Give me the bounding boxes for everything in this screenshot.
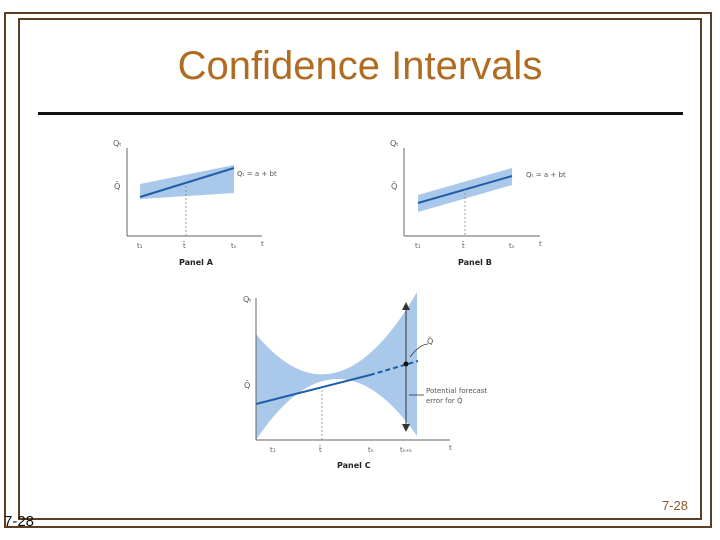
panel-c-confidence-band <box>256 292 417 440</box>
slide-title: Confidence Intervals <box>177 44 543 88</box>
panel-c-qhat-label: Q̂ <box>427 336 433 346</box>
panel-a-y-mean-label: Q̄ <box>114 181 120 191</box>
panel-b-tick-t: t <box>539 240 542 248</box>
panel-c-tick-t1: t₁ <box>270 446 276 454</box>
panel-c-error-arrow-down <box>402 424 410 432</box>
panel-a: Qₜ Q̄ Qₜ = a + bt t₁ t̄ tₙ t Panel A <box>113 139 277 267</box>
panel-c-forecast-line <box>369 360 419 376</box>
panel-c-qhat-pointer <box>409 343 429 358</box>
panel-c: Qₜ Q̄ Q̂ Potential forecast error for Q̂… <box>243 292 487 470</box>
panel-b-y-axis-label: Qₜ <box>390 139 399 148</box>
panel-a-tick-t1: t₁ <box>137 242 143 250</box>
panel-c-tick-tn: tₙ <box>368 446 374 454</box>
panel-a-label: Panel A <box>179 258 214 267</box>
panel-c-tick-tnk: tₙ₊ₖ <box>400 446 412 454</box>
panel-b-tick-tn: tₙ <box>509 242 515 250</box>
panel-c-tick-tbar: t̄ <box>319 445 322 454</box>
panel-c-y-mean-label: Q̄ <box>244 380 250 390</box>
panel-b-equation: Qₜ = a + bt <box>526 171 566 179</box>
slide-inner-frame <box>18 18 702 520</box>
panel-a-y-axis-label: Qₜ <box>113 139 122 148</box>
panel-c-regression-line <box>255 374 371 405</box>
panel-a-tick-t: t <box>261 240 264 248</box>
corner-slide-number: 7-28 <box>4 513 35 530</box>
title-underline <box>38 112 683 115</box>
panel-c-tick-t: t <box>449 444 452 452</box>
panel-b-y-mean-label: Q̄ <box>391 181 397 191</box>
panel-a-tick-tn: tₙ <box>231 242 237 250</box>
panel-c-label: Panel C <box>337 461 371 470</box>
panel-c-error-arrow-up <box>402 302 410 310</box>
panel-a-tick-tbar: t̄ <box>183 241 186 250</box>
panel-c-annotation-line-1: Potential forecast <box>426 387 487 395</box>
slide-outer-frame <box>4 12 712 528</box>
panel-b: Qₜ Q̄ Qₜ = a + bt t₁ t̄ tₙ t Panel B <box>390 139 566 267</box>
panel-b-tick-t1: t₁ <box>415 242 421 250</box>
panel-c-forecast-point <box>403 361 409 367</box>
slide-number: 7-28 <box>662 498 689 513</box>
panel-b-tick-tbar: t̄ <box>462 241 465 250</box>
panel-b-label: Panel B <box>458 258 492 267</box>
panel-c-annotation-line-2: error for Q̂ <box>426 397 463 405</box>
panel-a-equation: Qₜ = a + bt <box>237 170 277 178</box>
panel-c-y-axis-label: Qₜ <box>243 295 252 304</box>
panel-a-regression-line <box>139 167 235 198</box>
